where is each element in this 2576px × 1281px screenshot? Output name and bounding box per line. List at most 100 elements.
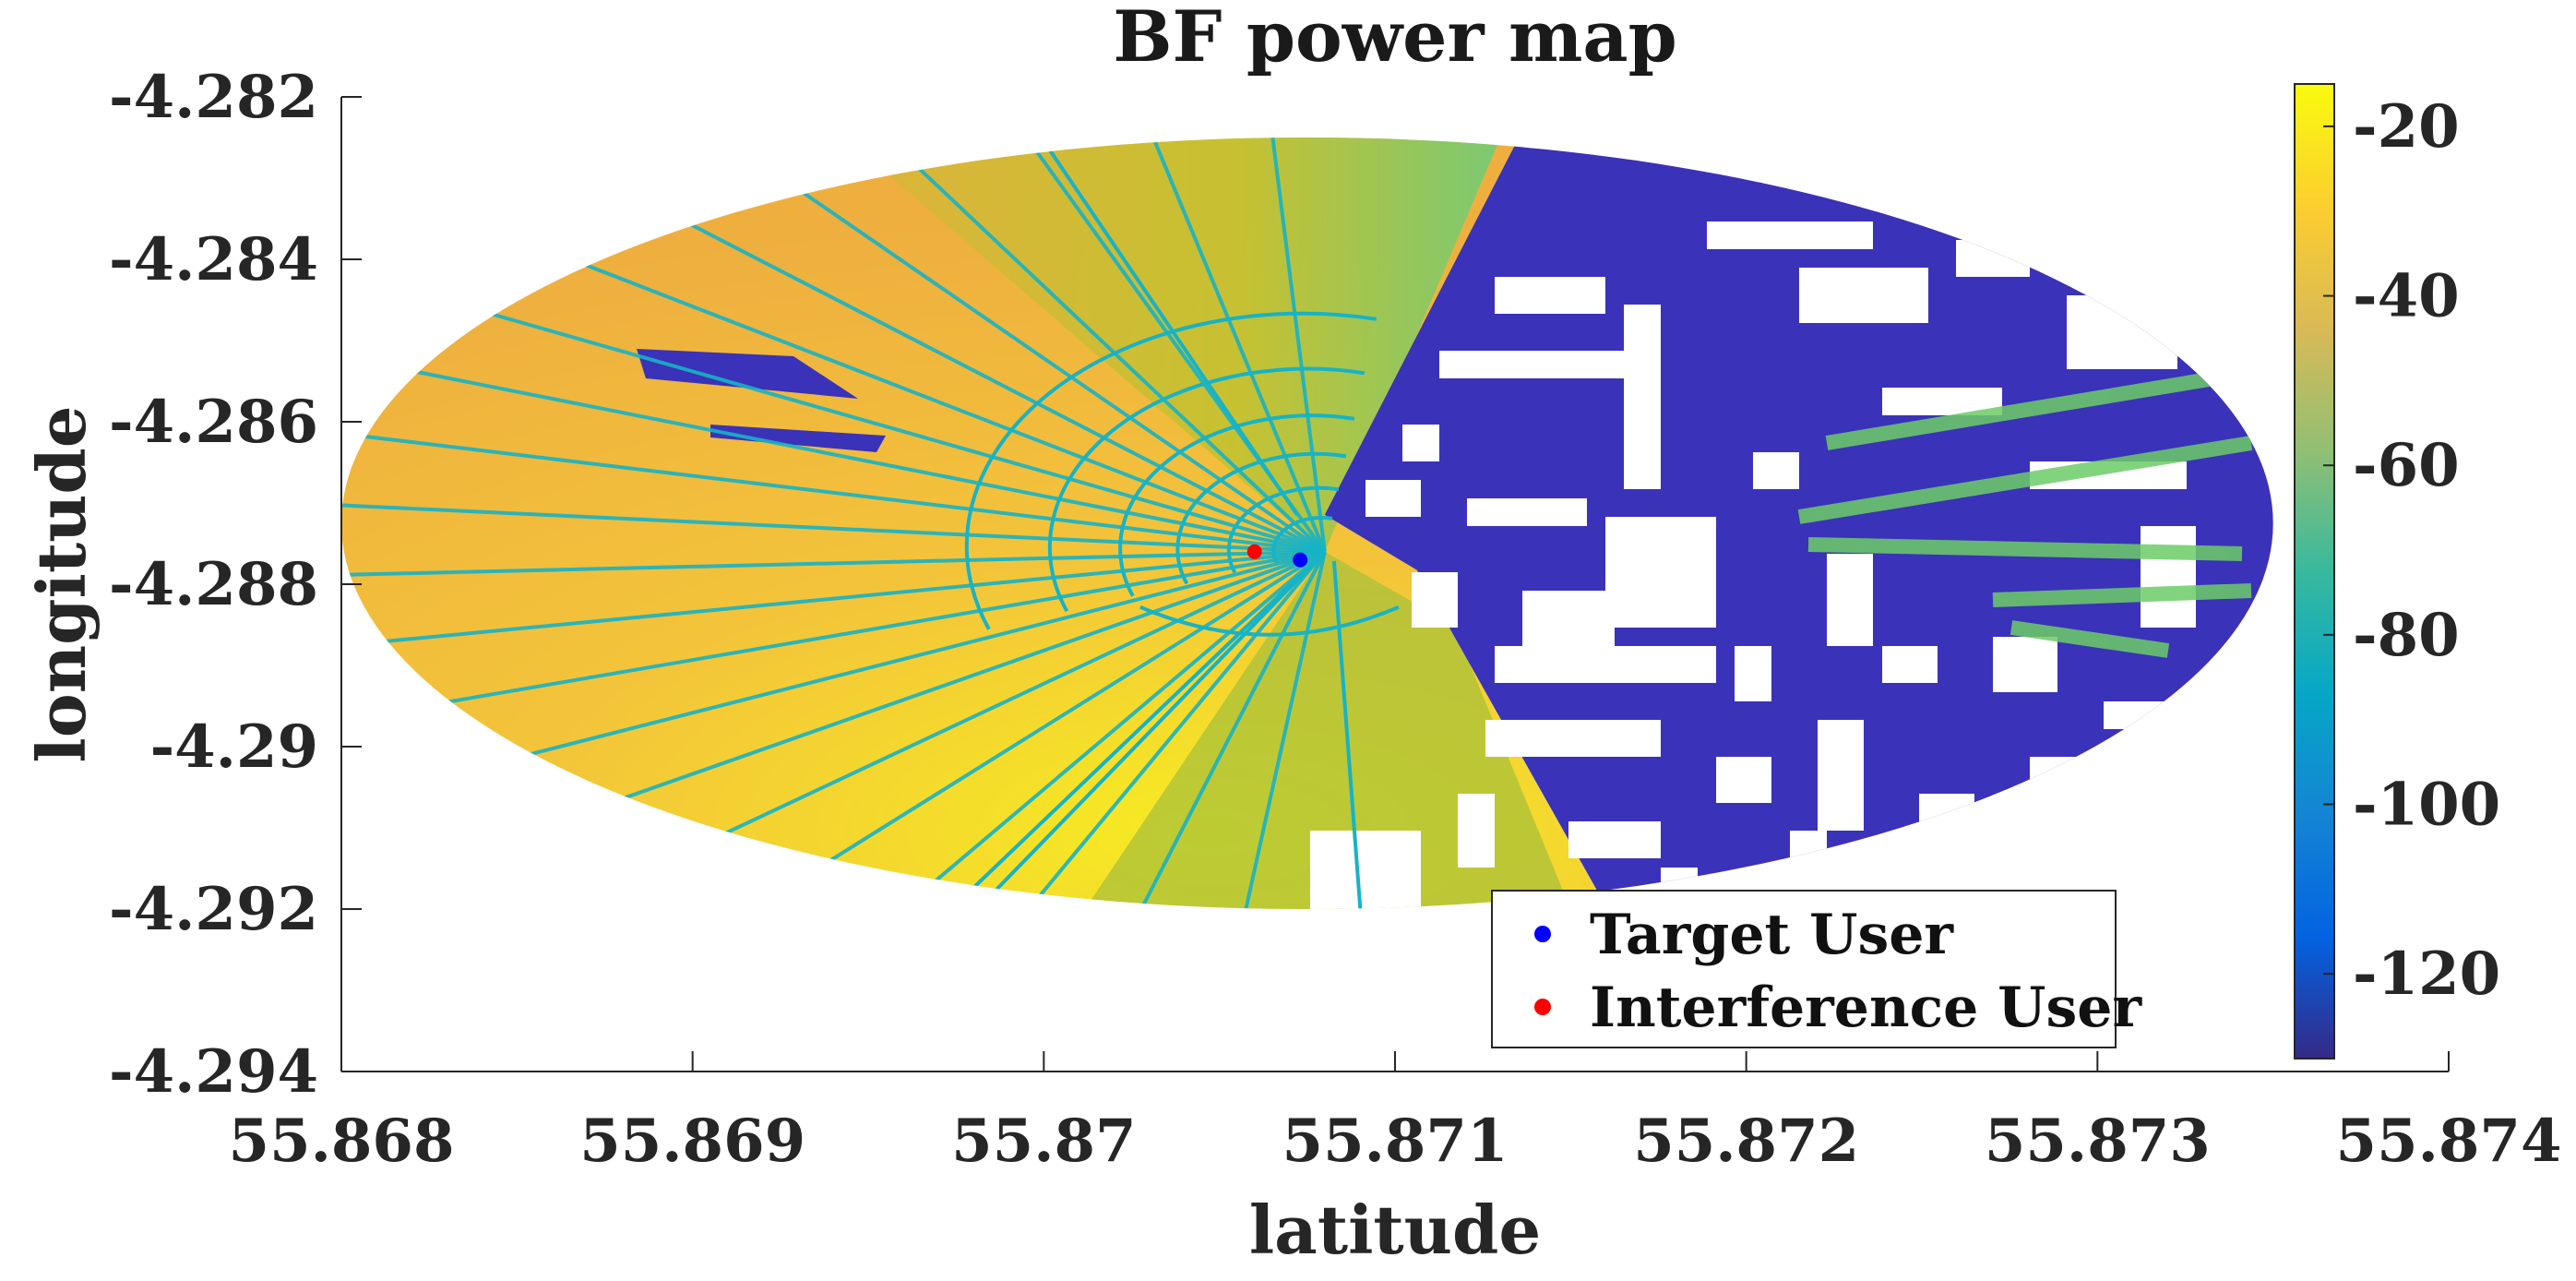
null-line bbox=[930, 550, 1327, 909]
null-line bbox=[516, 550, 1326, 909]
power-field-north bbox=[844, 138, 1501, 552]
building-gap bbox=[1790, 831, 1827, 868]
x-tick-label: 55.87 bbox=[951, 1107, 1136, 1176]
null-line bbox=[665, 550, 1327, 909]
y-axis-label: longitude bbox=[22, 405, 101, 762]
building-gap bbox=[1753, 452, 1799, 489]
building-gap bbox=[2030, 757, 2104, 840]
null-line bbox=[1181, 551, 1327, 909]
null-line bbox=[719, 138, 1327, 554]
coverage-area bbox=[341, 138, 2273, 909]
building-gap bbox=[1485, 720, 1661, 757]
beam-streak bbox=[2010, 620, 2170, 658]
x-tick-label: 55.873 bbox=[1985, 1107, 2211, 1176]
null-arc bbox=[1139, 605, 1400, 637]
colorbar-gradient bbox=[2294, 83, 2335, 1060]
legend-marker-target-user bbox=[1534, 926, 1551, 942]
legend-marker-interference-user bbox=[1534, 999, 1551, 1015]
legend-box bbox=[1491, 890, 2117, 1048]
null-line bbox=[1027, 138, 1299, 516]
building-gap bbox=[1495, 277, 1605, 314]
colorbar-tick-label: -100 bbox=[2353, 771, 2500, 840]
building-gap bbox=[1467, 498, 1587, 526]
data-markers bbox=[1246, 544, 1308, 568]
building-gap bbox=[1439, 351, 1624, 378]
y-tick-label: -4.294 bbox=[109, 1037, 318, 1107]
x-ticks: 55.868 55.869 55.87 55.871 55.872 55.873 55.87… bbox=[229, 1051, 2562, 1176]
building-gap bbox=[1310, 831, 1421, 909]
y-tick-label: -4.286 bbox=[109, 388, 318, 457]
null-line bbox=[341, 312, 1326, 554]
marker-interference-user bbox=[1246, 544, 1262, 559]
null-line bbox=[341, 399, 1326, 554]
building-gap bbox=[1827, 554, 1873, 646]
x-tick-label: 55.868 bbox=[229, 1107, 455, 1176]
beam-streak bbox=[1797, 436, 2253, 524]
colorbar-tick-label: -80 bbox=[2353, 601, 2460, 670]
building-gap bbox=[2141, 526, 2196, 628]
null-arc bbox=[964, 311, 1377, 630]
building-gap bbox=[1818, 720, 1864, 831]
x-tick-label: 55.871 bbox=[1282, 1107, 1509, 1176]
null-line bbox=[1331, 560, 1364, 909]
null-line bbox=[382, 549, 1326, 909]
x-axis-label: latitude bbox=[1249, 1191, 1541, 1269]
null-line bbox=[341, 549, 1326, 763]
low-power-patch bbox=[710, 425, 886, 452]
x-tick-label: 55.872 bbox=[1633, 1107, 1859, 1176]
y-tick-label: -4.292 bbox=[109, 875, 318, 944]
building-gap bbox=[1605, 517, 1716, 628]
null-line bbox=[829, 550, 1327, 909]
colorbar-tick-label: -120 bbox=[2353, 940, 2500, 1009]
building-gap bbox=[1568, 821, 1661, 858]
chart-title: BF power map bbox=[1113, 0, 1677, 78]
null-arc bbox=[1271, 515, 1333, 564]
marker-target-user bbox=[1293, 552, 1308, 568]
null-line bbox=[341, 549, 1326, 675]
building-gap bbox=[1412, 572, 1458, 628]
y-tick-label: -4.288 bbox=[109, 550, 318, 619]
beam-streak bbox=[1825, 371, 2216, 450]
null-arc bbox=[1226, 485, 1340, 574]
y-tick-label: -4.284 bbox=[109, 225, 318, 294]
beam-streak bbox=[1807, 537, 2243, 561]
null-line bbox=[1241, 138, 1327, 553]
null-line bbox=[341, 488, 1325, 554]
heatmap bbox=[341, 138, 2273, 909]
legend-label-interference-user: Interference User bbox=[1590, 976, 2142, 1040]
null-line bbox=[564, 138, 1327, 554]
null-arc bbox=[1047, 366, 1366, 613]
colorbar-tick-label: -40 bbox=[2353, 262, 2460, 331]
colorbar: -20 -40 -60 -80 -100 -120 bbox=[2294, 83, 2500, 1060]
building-gap bbox=[1402, 425, 1439, 461]
null-line bbox=[958, 550, 1327, 909]
null-line bbox=[341, 549, 1325, 584]
building-gap bbox=[1716, 757, 1771, 803]
building-gap bbox=[1366, 480, 1421, 517]
building-gap bbox=[1993, 637, 2057, 692]
y-tick-label: -4.282 bbox=[109, 63, 318, 132]
building-gap bbox=[2104, 701, 2214, 729]
x-tick-label: 55.869 bbox=[579, 1107, 805, 1176]
power-field-south bbox=[1084, 551, 1571, 909]
legend-label-target-user: Target User bbox=[1590, 903, 1954, 967]
x-tick-label: 55.874 bbox=[2336, 1107, 2562, 1176]
colorbar-tick-label: -20 bbox=[2353, 92, 2460, 162]
building-gap bbox=[1919, 794, 1974, 840]
y-tick-label: -4.29 bbox=[150, 712, 318, 782]
null-arc bbox=[1175, 451, 1347, 585]
legend: Target User Interference User bbox=[1491, 890, 2142, 1048]
building-gap bbox=[1882, 646, 1938, 683]
building-gap bbox=[1799, 268, 1928, 323]
y-ticks: -4.282 -4.284 -4.286 -4.288 -4.29 -4.292 -4.29… bbox=[109, 63, 362, 1107]
null-arc bbox=[1118, 413, 1355, 597]
colorbar-ticks: -20 -40 -60 -80 -100 -120 bbox=[2323, 92, 2500, 1009]
null-line bbox=[1061, 138, 1327, 553]
colorbar-tick-label: -60 bbox=[2353, 431, 2460, 500]
low-power-patch bbox=[637, 349, 858, 399]
building-gap bbox=[1956, 240, 2030, 277]
building-gap bbox=[1624, 305, 1661, 489]
beam-streak bbox=[1992, 583, 2252, 607]
building-gap bbox=[1735, 646, 1771, 701]
